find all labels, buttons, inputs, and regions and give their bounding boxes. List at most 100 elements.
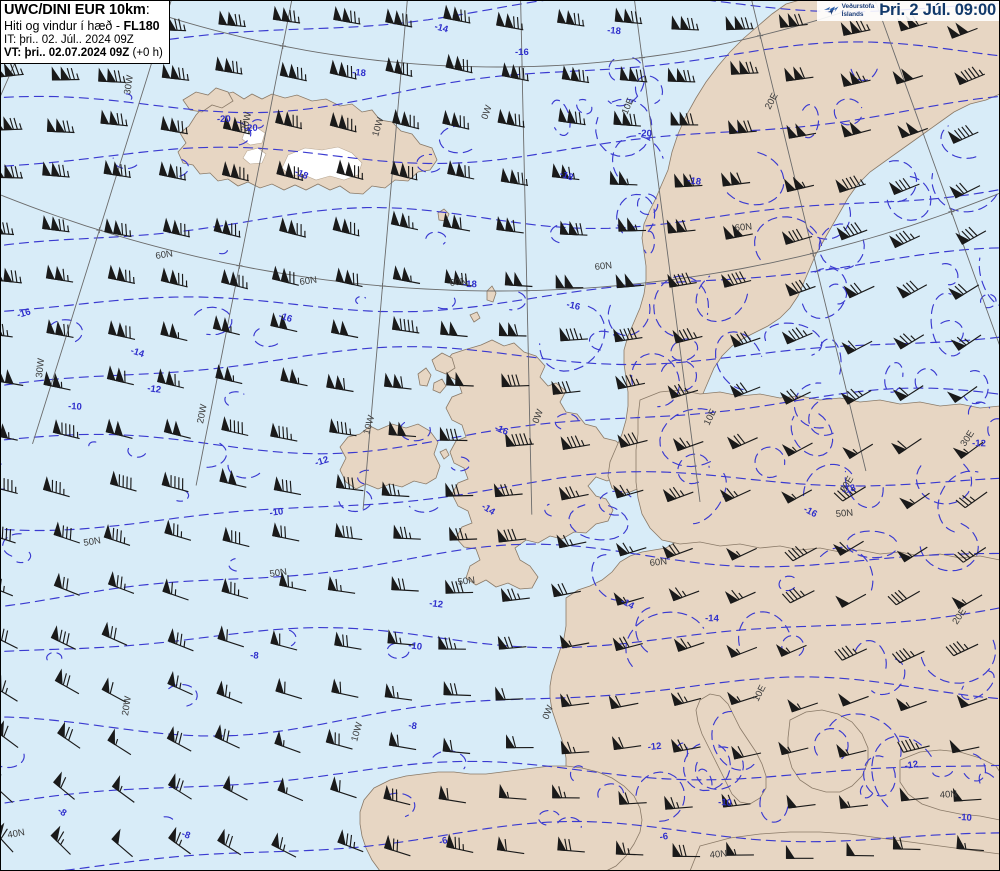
barb-full	[622, 636, 630, 648]
barb-pennant	[332, 216, 342, 233]
barb-half	[681, 590, 687, 597]
wind-barb	[334, 631, 362, 650]
barb-pennant	[727, 691, 741, 706]
barb-full	[1, 680, 7, 692]
barb-full	[887, 595, 897, 606]
wind-barb	[889, 230, 921, 249]
barb-half	[580, 439, 585, 446]
barb-full	[561, 381, 567, 393]
barb-pennant	[570, 66, 580, 82]
wind-barb	[330, 776, 357, 799]
barb-pennant	[454, 55, 464, 72]
barb-half	[634, 224, 638, 231]
barb-half	[11, 228, 14, 235]
barb-full	[232, 60, 235, 73]
isotherm-contour-segment	[569, 765, 586, 782]
barb-pennant	[392, 265, 402, 281]
barb-shaft	[0, 837, 14, 853]
isotherm-contour-segment	[960, 670, 995, 700]
wind-barb	[100, 109, 128, 127]
wind-barb	[45, 264, 74, 283]
barb-pennant	[116, 266, 126, 283]
barb-pennant	[443, 681, 453, 696]
wind-barb	[158, 161, 187, 181]
barb-pennant	[388, 731, 398, 747]
barb-full	[455, 581, 460, 593]
meridian-label: 10W	[370, 116, 386, 138]
wind-barb	[786, 123, 817, 139]
barb-full	[342, 525, 345, 538]
barb-full	[350, 526, 353, 539]
isotherm-contour-segment	[224, 391, 245, 406]
barb-half	[862, 75, 867, 82]
wind-barb	[955, 491, 988, 509]
barb-full	[280, 525, 283, 538]
barb-half	[282, 740, 285, 747]
barb-pennant	[955, 232, 971, 245]
wind-barb	[672, 437, 704, 452]
barb-pennant	[670, 692, 684, 707]
barb-pennant	[107, 571, 117, 588]
barb-pennant	[227, 11, 237, 27]
wind-barb	[167, 628, 194, 652]
barb-full	[905, 282, 915, 292]
wind-barb	[50, 625, 76, 650]
isotherm-contour-segment	[163, 816, 176, 825]
barb-full	[891, 653, 901, 664]
isotherm-contour-segment	[625, 611, 705, 667]
barb-full	[621, 375, 628, 388]
barb-pennant	[276, 160, 286, 177]
barb-full	[1, 526, 4, 539]
wind-barb	[381, 481, 410, 498]
wind-barb	[272, 522, 300, 542]
barb-half	[627, 848, 630, 855]
wind-barb	[609, 170, 638, 186]
barb-full	[293, 10, 296, 23]
barb-full	[300, 67, 303, 80]
wind-barb	[0, 267, 22, 284]
barb-pennant	[567, 108, 577, 124]
barb-full	[449, 683, 454, 695]
isotherm-label: -10	[269, 506, 284, 519]
wind-barb	[559, 327, 588, 342]
isotherm-label: -8	[250, 650, 259, 662]
isotherm-contour-segment	[438, 125, 473, 154]
isotherm-contour-segment	[692, 472, 727, 525]
barb-full	[735, 272, 742, 284]
barb-half	[67, 275, 69, 282]
isotherm-contour-segment	[194, 306, 233, 336]
barb-pennant	[271, 832, 280, 850]
valid-time-value: þri.. 02.07.2024 09Z	[24, 47, 130, 60]
barb-pennant	[897, 125, 911, 139]
isotherm-contour-segment	[554, 413, 579, 430]
wind-barb	[721, 271, 752, 288]
barb-full	[740, 332, 748, 343]
wind-barb	[212, 315, 240, 336]
isotherm-contour-segment	[940, 125, 977, 159]
isotherm-label: -18	[463, 279, 477, 290]
barb-full	[689, 113, 694, 126]
barb-pennant	[333, 6, 343, 22]
barb-pennant	[836, 227, 851, 241]
barb-full	[454, 836, 457, 849]
barb-full	[672, 543, 681, 554]
barb-pennant	[672, 842, 682, 857]
barb-full	[964, 228, 975, 239]
barb-pennant	[163, 418, 173, 435]
barb-full	[971, 66, 980, 77]
wind-barb	[727, 691, 758, 706]
wind-barb	[615, 840, 644, 856]
wind-barb	[501, 373, 530, 388]
barb-pennant	[775, 644, 790, 657]
barb-half	[755, 66, 759, 74]
barb-pennant	[330, 318, 340, 335]
wind-barb	[108, 320, 136, 340]
barb-half	[852, 448, 858, 455]
barb-full	[10, 270, 14, 283]
barb-full	[687, 69, 691, 82]
barb-pennant	[896, 550, 913, 563]
barb-full	[453, 683, 458, 696]
barb-pennant	[339, 320, 349, 337]
barb-pennant	[946, 391, 963, 403]
